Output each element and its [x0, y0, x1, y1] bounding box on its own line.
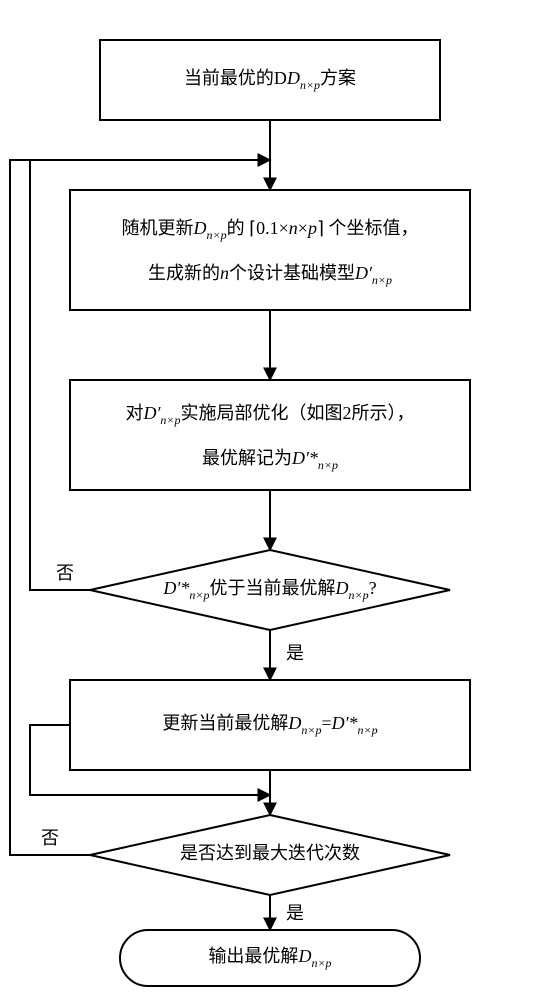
node-rand-update-text2: 生成新的n个设计基础模型D′n×p — [148, 263, 392, 287]
label-dec2-yes: 是 — [286, 903, 304, 923]
flowchart: 当前最优的DDn×p方案 随机更新Dn×p的 ⌈0.1×n×p⌉ 个坐标值， 生… — [0, 0, 556, 1000]
label-dec1-no: 否 — [56, 563, 74, 583]
node-start-text: 当前最优的DDn×p方案 — [184, 68, 356, 92]
node-local-opt — [70, 380, 470, 490]
edge-dec2-no-loop — [10, 160, 90, 855]
label-dec1-yes: 是 — [286, 643, 304, 663]
node-rand-update-text: 随机更新Dn×p的 ⌈0.1×n×p⌉ 个坐标值， — [122, 218, 419, 242]
node-local-opt-text2: 最优解记为D′*n×p — [202, 448, 338, 472]
node-output-text: 输出最优解Dn×p — [208, 946, 331, 970]
edge-update-left — [30, 725, 270, 795]
label-dec2-no: 否 — [41, 828, 59, 848]
node-rand-update — [70, 190, 470, 310]
node-local-opt-text: 对D′n×p实施局部优化（如图2所示）， — [125, 403, 414, 427]
node-update-text: 更新当前最优解Dn×p=D′*n×p — [162, 713, 377, 737]
node-decision1-text: D′*n×p优于当前最优解Dn×p? — [162, 578, 376, 602]
node-decision2-text: 是否达到最大迭代次数 — [180, 843, 360, 863]
